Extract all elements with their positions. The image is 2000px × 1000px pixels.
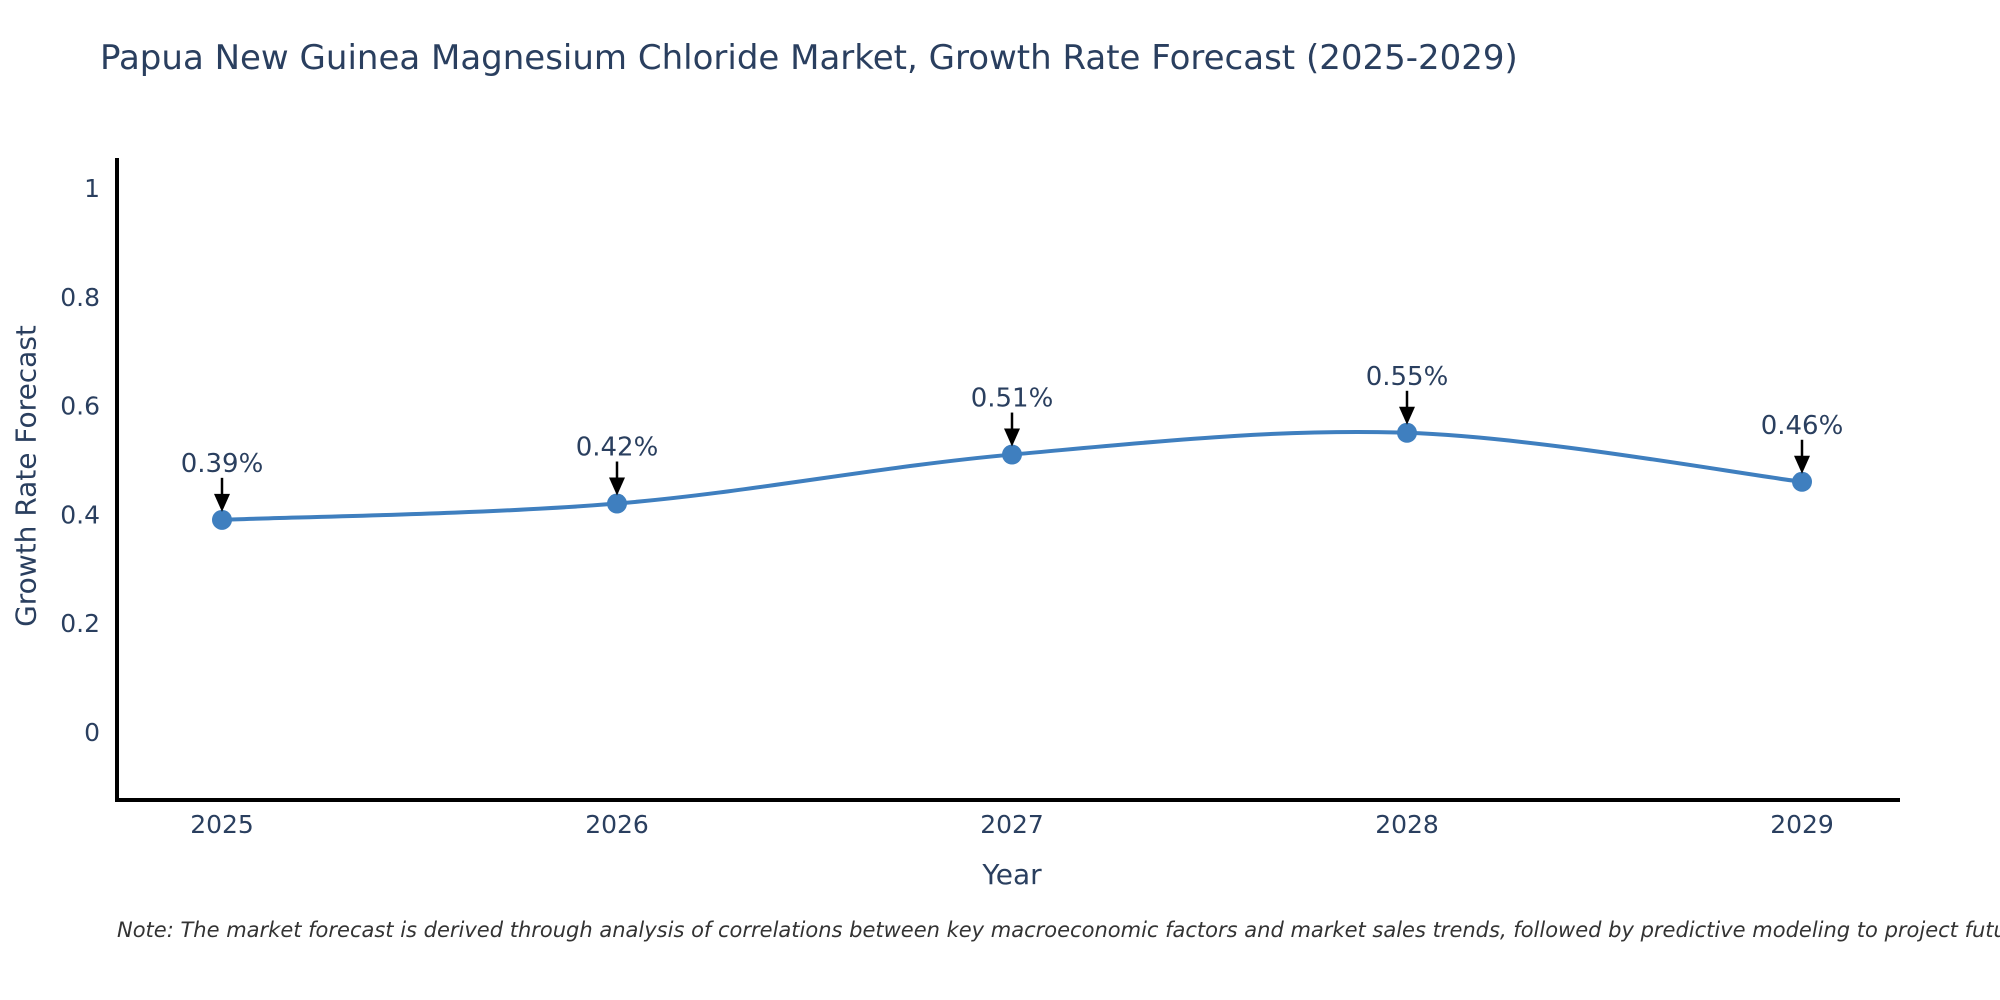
y-tick-label: 0.2	[60, 609, 100, 638]
point-annotation-label: 0.46%	[1761, 411, 1844, 441]
y-tick-label: 0	[84, 718, 100, 747]
y-axis-title: Growth Rate Forecast	[9, 325, 43, 627]
x-axis-title: Year	[982, 858, 1042, 891]
x-tick-label: 2027	[980, 810, 1044, 839]
annotation-arrow-head	[1794, 455, 1810, 474]
x-tick-label: 2028	[1375, 810, 1439, 839]
data-point-2026	[607, 493, 627, 514]
annotation-arrow-head	[214, 493, 230, 512]
annotation-arrow-head	[1399, 406, 1415, 425]
y-tick-label: 1	[84, 174, 100, 203]
x-tick-label: 2026	[585, 810, 649, 839]
y-tick-label: 0.4	[60, 500, 100, 529]
point-annotation-label: 0.55%	[1366, 362, 1449, 392]
point-annotation-label: 0.39%	[181, 449, 264, 479]
x-tick-label: 2025	[190, 810, 254, 839]
data-point-2025	[212, 509, 232, 530]
annotation-arrow-head	[609, 477, 625, 496]
y-tick-label: 0.6	[60, 392, 100, 421]
data-point-2027	[1002, 444, 1022, 465]
point-annotation-label: 0.42%	[576, 433, 659, 463]
footnote: Note: The market forecast is derived thr…	[117, 918, 2000, 942]
point-annotation-label: 0.51%	[971, 384, 1054, 414]
annotation-arrow-head	[1004, 428, 1020, 447]
x-tick-label: 2029	[1770, 810, 1834, 839]
data-point-2029	[1792, 471, 1812, 492]
chart-title: Papua New Guinea Magnesium Chloride Mark…	[100, 38, 1518, 78]
data-point-2028	[1397, 422, 1417, 443]
y-tick-label: 0.8	[60, 283, 100, 312]
